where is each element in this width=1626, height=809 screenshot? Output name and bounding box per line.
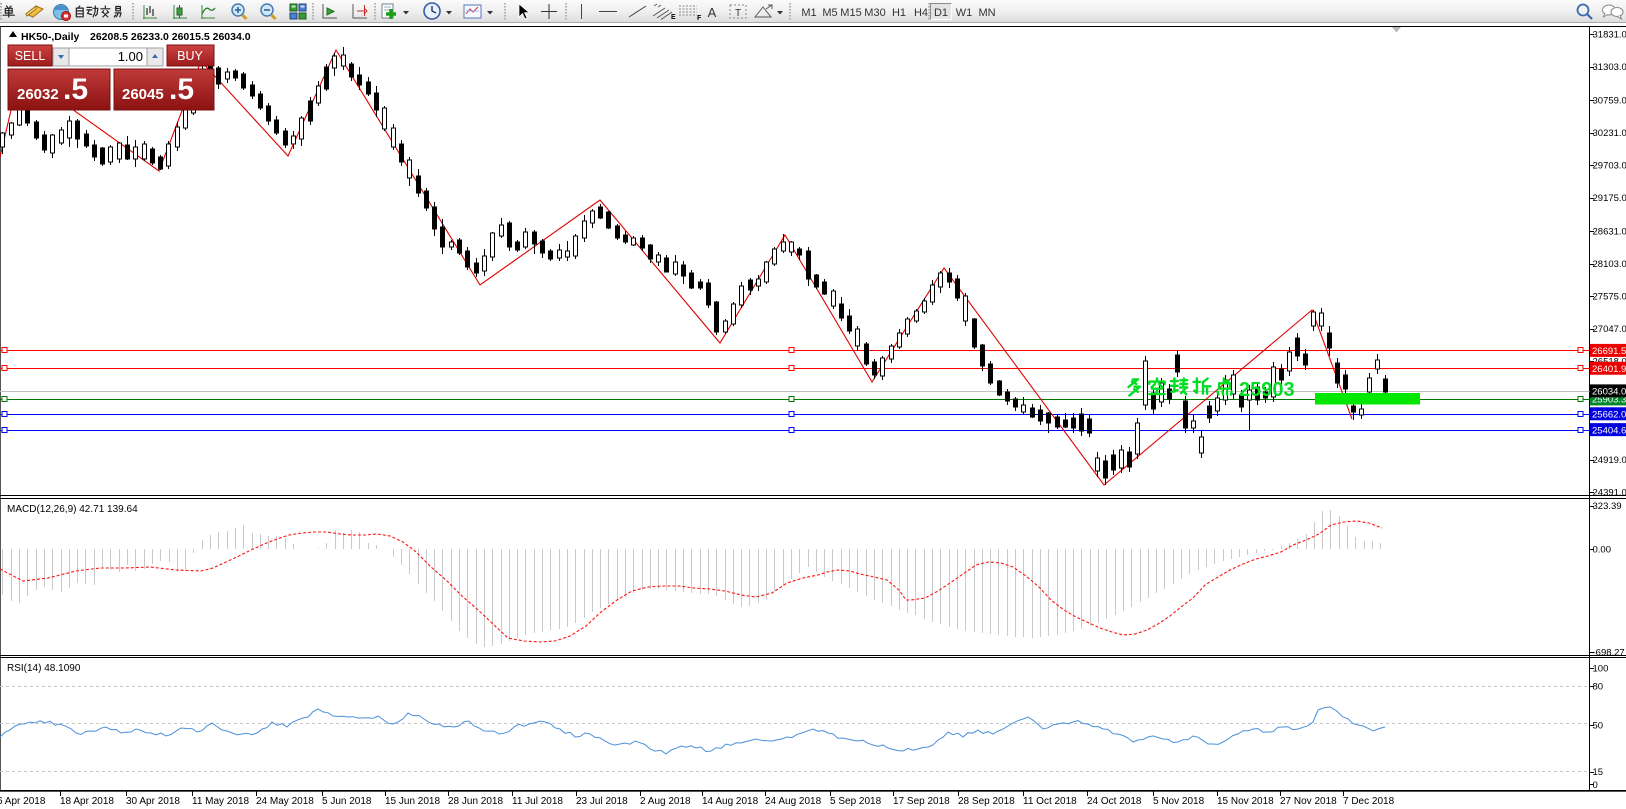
svg-text:11 Oct 2018: 11 Oct 2018 — [1023, 796, 1077, 807]
svg-text:26208.5 26233.0 26015.5 26034.: 26208.5 26233.0 26015.5 26034.0 — [90, 31, 251, 43]
svg-text:30231.0: 30231.0 — [1593, 128, 1626, 139]
svg-text:BUY: BUY — [177, 49, 203, 63]
svg-text:29703.0: 29703.0 — [1593, 161, 1626, 172]
svg-text:27 Nov 2018: 27 Nov 2018 — [1280, 796, 1337, 807]
svg-text:MACD(12,26,9) 42.71 139.64: MACD(12,26,9) 42.71 139.64 — [7, 504, 138, 515]
svg-text:W1: W1 — [956, 7, 973, 19]
svg-text:E: E — [671, 14, 676, 21]
svg-text:H1: H1 — [892, 7, 906, 19]
svg-text:28 Sep 2018: 28 Sep 2018 — [958, 796, 1015, 807]
svg-text:26401.9: 26401.9 — [1592, 364, 1626, 375]
svg-text:5 Jun 2018: 5 Jun 2018 — [322, 796, 372, 807]
svg-text:0.00: 0.00 — [1593, 545, 1612, 556]
svg-text:26032: 26032 — [17, 86, 59, 103]
svg-text:31831.0: 31831.0 — [1593, 30, 1626, 41]
svg-text:11 Jul 2018: 11 Jul 2018 — [512, 796, 563, 807]
svg-text:M5: M5 — [822, 7, 837, 19]
svg-text:F: F — [697, 15, 702, 22]
svg-text:28631.0: 28631.0 — [1593, 227, 1626, 238]
svg-text:24391.0: 24391.0 — [1593, 488, 1626, 499]
svg-text:24919.0: 24919.0 — [1593, 455, 1626, 466]
svg-text:27575.0: 27575.0 — [1593, 292, 1626, 303]
svg-text:14 Aug 2018: 14 Aug 2018 — [702, 796, 759, 807]
svg-text:26045: 26045 — [122, 86, 164, 103]
svg-text:24 Aug 2018: 24 Aug 2018 — [765, 796, 822, 807]
svg-text:H4: H4 — [914, 7, 928, 19]
svg-text:15 Jun 2018: 15 Jun 2018 — [385, 796, 440, 807]
svg-text:28 Jun 2018: 28 Jun 2018 — [448, 796, 503, 807]
svg-text:23 Jul 2018: 23 Jul 2018 — [576, 796, 628, 807]
svg-text:T: T — [735, 8, 741, 19]
svg-text:0: 0 — [1593, 780, 1598, 791]
svg-text:15 Nov 2018: 15 Nov 2018 — [1217, 796, 1274, 807]
svg-text:29175.0: 29175.0 — [1593, 193, 1626, 204]
svg-text:RSI(14) 48.1090: RSI(14) 48.1090 — [7, 663, 81, 674]
svg-text:5 Sep 2018: 5 Sep 2018 — [830, 796, 882, 807]
svg-text:15: 15 — [1593, 767, 1604, 778]
svg-text:31303.0: 31303.0 — [1593, 62, 1626, 73]
svg-text:25903.3: 25903.3 — [1592, 395, 1626, 406]
svg-text:1.00: 1.00 — [118, 49, 143, 64]
svg-text:.5: .5 — [63, 73, 88, 106]
svg-text:26691.5: 26691.5 — [1592, 346, 1626, 357]
svg-text:6 Apr 2018: 6 Apr 2018 — [0, 796, 46, 807]
svg-text:24 May 2018: 24 May 2018 — [256, 796, 314, 807]
svg-text:25662.0: 25662.0 — [1592, 410, 1626, 421]
svg-text:M15: M15 — [840, 7, 861, 19]
svg-text:.5: .5 — [169, 73, 194, 106]
svg-text:HK50-,Daily: HK50-,Daily — [21, 31, 80, 43]
svg-text:M1: M1 — [801, 7, 816, 19]
svg-text:26034.0: 26034.0 — [1592, 387, 1626, 398]
svg-text:7 Dec 2018: 7 Dec 2018 — [1343, 796, 1395, 807]
svg-text:25903: 25903 — [1239, 379, 1295, 401]
svg-text:18 Apr 2018: 18 Apr 2018 — [60, 796, 114, 807]
svg-text:27047.0: 27047.0 — [1593, 324, 1626, 335]
svg-text:323.39: 323.39 — [1593, 501, 1622, 512]
svg-text:-698.27: -698.27 — [1593, 648, 1625, 659]
svg-text:80: 80 — [1593, 682, 1604, 693]
svg-text:M30: M30 — [864, 7, 885, 19]
svg-text:MN: MN — [978, 7, 995, 19]
svg-text:28103.0: 28103.0 — [1593, 259, 1626, 270]
svg-text:2 Aug 2018: 2 Aug 2018 — [640, 796, 691, 807]
svg-text:A: A — [708, 5, 717, 20]
svg-text:5 Nov 2018: 5 Nov 2018 — [1153, 796, 1205, 807]
svg-text:30 Apr 2018: 30 Apr 2018 — [126, 796, 180, 807]
svg-text:17 Sep 2018: 17 Sep 2018 — [893, 796, 950, 807]
svg-text:D1: D1 — [934, 7, 948, 19]
svg-text:100: 100 — [1593, 664, 1609, 675]
svg-text:24 Oct 2018: 24 Oct 2018 — [1087, 796, 1142, 807]
svg-text:25404.6: 25404.6 — [1592, 425, 1626, 436]
svg-text:SELL: SELL — [15, 49, 46, 63]
svg-text:30759.0: 30759.0 — [1593, 95, 1626, 106]
svg-text:50: 50 — [1593, 721, 1604, 732]
svg-text:11 May 2018: 11 May 2018 — [192, 796, 250, 807]
